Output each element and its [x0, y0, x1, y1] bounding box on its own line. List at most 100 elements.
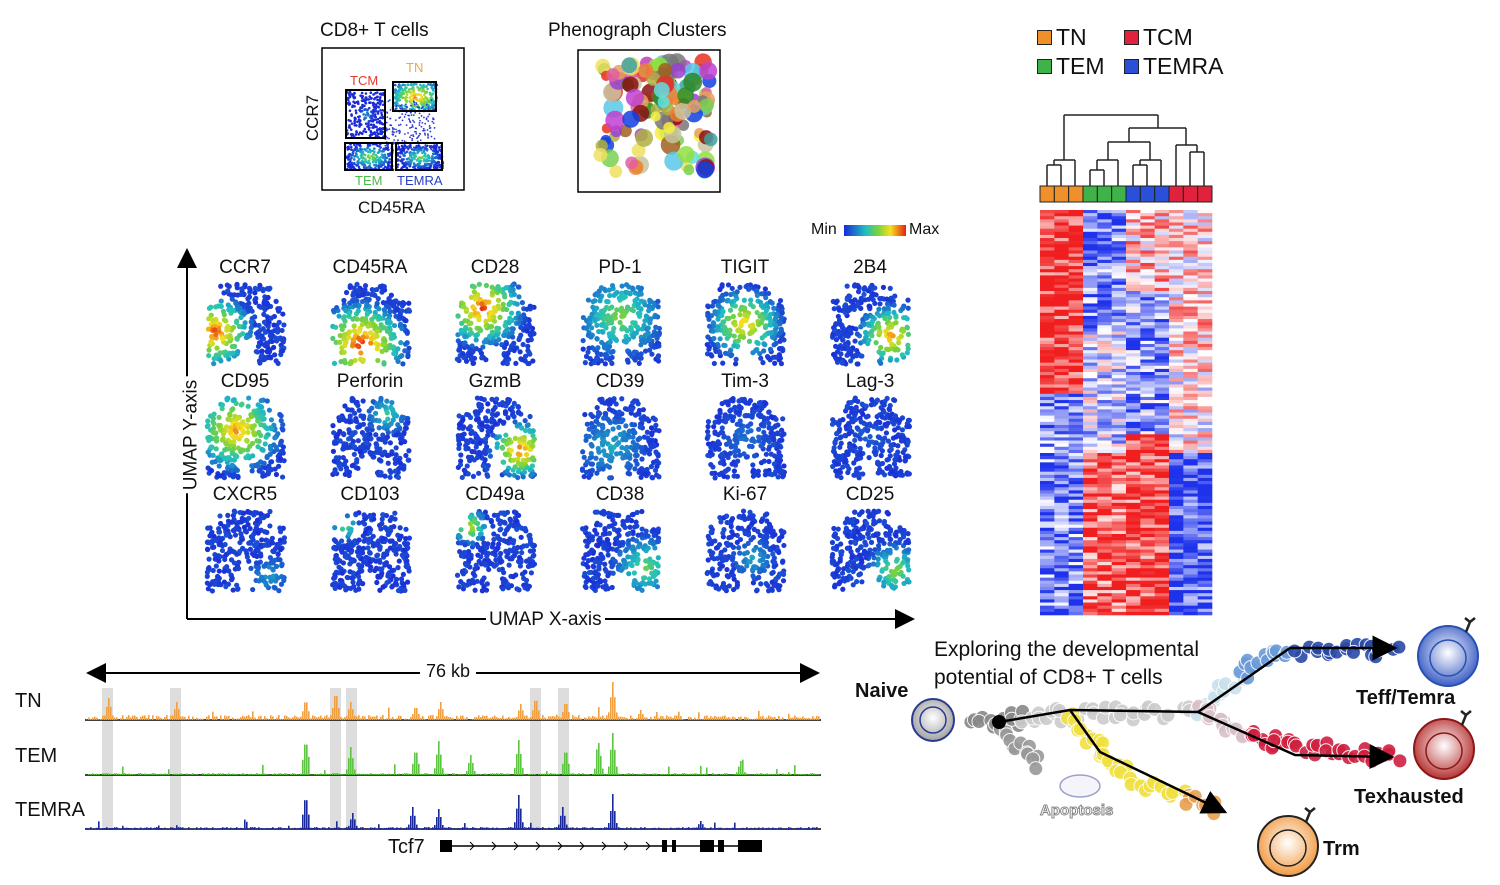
signal-bar	[378, 824, 380, 829]
gene-exon	[672, 840, 676, 852]
signal-bar	[292, 773, 294, 775]
signal-bar	[204, 827, 206, 829]
strand-arrow	[469, 841, 475, 851]
signal-bar	[542, 715, 544, 720]
signal-bar	[380, 827, 382, 829]
heatmap	[1039, 114, 1213, 616]
signal-bar	[102, 828, 104, 829]
signal-bar	[732, 827, 734, 829]
signal-bar	[726, 773, 728, 775]
signal-bar	[176, 825, 178, 829]
signal-bar	[322, 774, 324, 775]
signal-bar	[798, 717, 800, 720]
signal-bar	[218, 828, 220, 829]
signal-bar	[98, 773, 100, 775]
signal-bar	[424, 718, 426, 720]
signal-bar	[330, 828, 332, 829]
signal-bar	[810, 773, 812, 775]
trajectory-title-line1: Exploring the developmental	[934, 638, 1200, 661]
strand-arrow	[601, 841, 607, 851]
signal-bar	[610, 811, 612, 829]
signal-bar	[234, 773, 236, 775]
marker-label: Perforin	[336, 371, 404, 392]
signal-bar	[98, 821, 100, 829]
signal-bar	[606, 773, 608, 775]
signal-bar	[668, 828, 670, 829]
signal-bar	[378, 774, 380, 775]
signal-bar	[808, 827, 810, 829]
signal-bar	[670, 716, 672, 720]
signal-bar	[628, 718, 630, 720]
signal-bar	[512, 717, 514, 720]
signal-bar	[764, 718, 766, 720]
signal-bar	[136, 716, 138, 720]
signal-bar	[164, 717, 166, 720]
signal-bar	[298, 828, 300, 829]
signal-bar	[346, 716, 348, 720]
signal-bar	[590, 827, 592, 829]
signal-bar	[578, 773, 580, 775]
signal-bar	[402, 773, 404, 775]
highlight-region	[330, 688, 341, 830]
signal-bar	[238, 718, 240, 720]
signal-bar	[490, 717, 492, 720]
signal-bar	[746, 773, 748, 775]
signal-bar	[568, 763, 570, 775]
signal-bar	[712, 717, 714, 720]
signal-bar	[142, 715, 144, 720]
naive-label: Naive	[855, 680, 909, 702]
signal-bar	[538, 710, 540, 720]
signal-bar	[620, 773, 622, 775]
signal-bar	[350, 747, 352, 775]
signal-bar	[772, 827, 774, 829]
strand-arrow	[623, 841, 629, 851]
signal-bar	[522, 822, 524, 829]
signal-bar	[462, 827, 464, 829]
signal-bar	[104, 828, 106, 829]
signal-bar	[338, 773, 340, 775]
signal-bar	[690, 717, 692, 720]
signal-bar	[118, 773, 120, 775]
signal-bar	[506, 718, 508, 720]
signal-bar	[284, 773, 286, 775]
signal-bar	[384, 718, 386, 720]
signal-bar	[264, 773, 266, 775]
signal-bar	[394, 828, 396, 829]
signal-bar	[258, 827, 260, 829]
signal-bar	[230, 827, 232, 829]
signal-bar	[290, 718, 292, 720]
marker-label: Lag-3	[845, 371, 895, 392]
signal-bar	[522, 710, 524, 720]
signal-bar	[720, 774, 722, 775]
signal-bar	[126, 774, 128, 775]
signal-bar	[746, 717, 748, 720]
signal-bar	[480, 774, 482, 775]
signal-bar	[126, 827, 128, 829]
signal-bar	[696, 718, 698, 720]
signal-bar	[420, 773, 422, 775]
signal-bar	[140, 716, 142, 720]
signal-bar	[434, 768, 436, 775]
signal-bar	[258, 773, 260, 775]
signal-bar	[430, 715, 432, 720]
signal-bar	[556, 714, 558, 720]
signal-bar	[144, 827, 146, 829]
signal-bar	[138, 773, 140, 775]
signal-bar	[492, 716, 494, 720]
cluster-blob	[677, 87, 694, 104]
legend-item: TEMRA	[1124, 53, 1224, 80]
signal-bar	[634, 827, 636, 829]
signal-bar	[528, 773, 530, 775]
signal-bar	[604, 827, 606, 829]
signal-bar	[158, 825, 160, 829]
cluster-blob	[625, 156, 639, 170]
signal-bar	[468, 763, 470, 775]
signal-bar	[160, 827, 162, 829]
umap-panel	[205, 281, 287, 367]
signal-bar	[810, 718, 812, 720]
signal-bar	[438, 741, 440, 775]
signal-bar	[398, 773, 400, 775]
signal-bar	[186, 719, 188, 720]
signal-bar	[796, 717, 798, 720]
signal-bar	[242, 715, 244, 720]
